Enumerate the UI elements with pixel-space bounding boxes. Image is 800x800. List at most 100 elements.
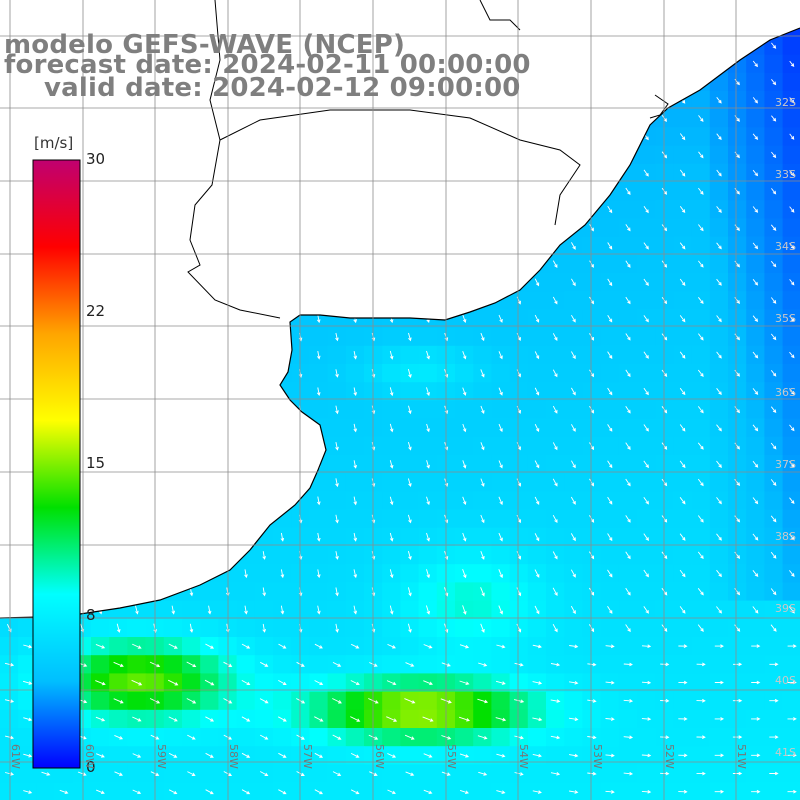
field-cell	[637, 728, 656, 747]
field-cell	[782, 418, 800, 438]
wind-arrow	[625, 405, 631, 414]
wind-arrow	[168, 752, 178, 758]
wind-arrow	[716, 569, 722, 578]
wind-arrow	[734, 551, 741, 559]
wind-arrow	[678, 717, 688, 721]
wind-arrow	[316, 569, 321, 579]
wind-arrow	[552, 514, 558, 524]
wind-arrow	[459, 680, 470, 685]
wind-arrow	[752, 460, 759, 468]
field-cell	[764, 709, 784, 729]
field-cell	[728, 673, 747, 693]
field-cell	[455, 618, 474, 638]
field-cell	[691, 91, 711, 110]
wind-arrow	[41, 771, 51, 776]
wind-arrow	[589, 296, 595, 305]
field-cell	[746, 182, 765, 201]
wind-arrow	[498, 351, 503, 360]
wind-arrow	[405, 771, 415, 776]
wind-arrow	[168, 643, 178, 649]
field-cell	[546, 600, 565, 620]
wind-arrow	[787, 753, 797, 758]
field-cell	[691, 600, 711, 620]
wind-arrow	[408, 405, 412, 415]
field-cell	[728, 564, 747, 583]
wind-arrow	[643, 606, 649, 614]
wind-arrow	[480, 332, 485, 342]
field-cell	[418, 473, 438, 492]
field-cell	[127, 618, 147, 638]
wind-arrow	[22, 680, 33, 685]
field-cell	[618, 309, 638, 329]
wind-arrow	[587, 699, 597, 703]
field-cell	[618, 491, 638, 511]
field-cell	[382, 728, 401, 747]
wind-arrow	[587, 735, 597, 740]
field-cell	[509, 637, 529, 656]
wind-arrow	[426, 350, 430, 360]
wind-arrow	[280, 532, 285, 542]
wind-arrow	[679, 424, 686, 432]
field-cell	[600, 218, 620, 238]
wind-arrow	[752, 570, 759, 578]
field-cell	[400, 345, 420, 365]
field-cell	[382, 618, 401, 638]
land-mass	[0, 0, 800, 618]
field-cell	[637, 291, 656, 310]
field-cell	[764, 527, 784, 547]
field-cell	[782, 218, 800, 238]
field-cell	[473, 382, 492, 401]
wind-arrow	[716, 424, 722, 432]
wind-arrow	[643, 569, 649, 578]
wind-arrow	[678, 680, 688, 685]
wind-arrow	[514, 772, 524, 776]
field-cell	[655, 382, 674, 401]
field-cell	[709, 509, 729, 529]
field-cell	[618, 273, 638, 292]
field-cell	[782, 109, 800, 128]
wind-arrow	[131, 679, 143, 686]
field-cell	[746, 436, 765, 456]
field-cell	[600, 728, 620, 747]
wind-arrow	[278, 752, 287, 758]
field-cell	[764, 637, 784, 656]
field-cell	[564, 655, 583, 674]
wind-arrow	[770, 370, 777, 377]
field-cell	[709, 691, 729, 711]
wind-arrow	[534, 387, 540, 396]
wind-arrow	[697, 442, 704, 450]
wind-arrow	[752, 606, 759, 614]
field-cell	[728, 91, 747, 110]
field-cell	[291, 673, 310, 693]
field-cell	[582, 564, 602, 583]
wind-arrow	[789, 97, 795, 104]
field-cell	[655, 527, 674, 547]
wind-arrow	[752, 351, 759, 359]
field-cell	[782, 254, 800, 274]
wind-arrow	[698, 260, 704, 268]
wind-arrow	[678, 789, 688, 794]
lon-label-53w: 53W	[591, 744, 604, 769]
wind-arrow	[171, 605, 176, 615]
field-cell	[782, 236, 800, 256]
field-cell	[782, 72, 800, 92]
field-cell	[600, 473, 620, 492]
wind-arrow	[534, 496, 540, 505]
field-cell	[200, 764, 219, 784]
field-cell	[709, 400, 729, 420]
wind-arrow	[335, 405, 339, 415]
wind-arrow	[787, 717, 797, 721]
field-cell	[673, 691, 693, 711]
field-cell	[728, 782, 747, 800]
wind-arrow	[625, 333, 631, 341]
colorbar-tick-22: 22	[86, 302, 106, 320]
field-cell	[655, 163, 674, 183]
wind-arrow	[771, 42, 777, 49]
wind-arrow	[532, 644, 542, 649]
field-cell	[182, 709, 201, 729]
field-cell	[728, 345, 747, 365]
wind-arrow	[113, 661, 124, 668]
wind-arrow	[241, 789, 251, 795]
field-cell	[691, 163, 711, 183]
field-cell	[728, 637, 747, 656]
